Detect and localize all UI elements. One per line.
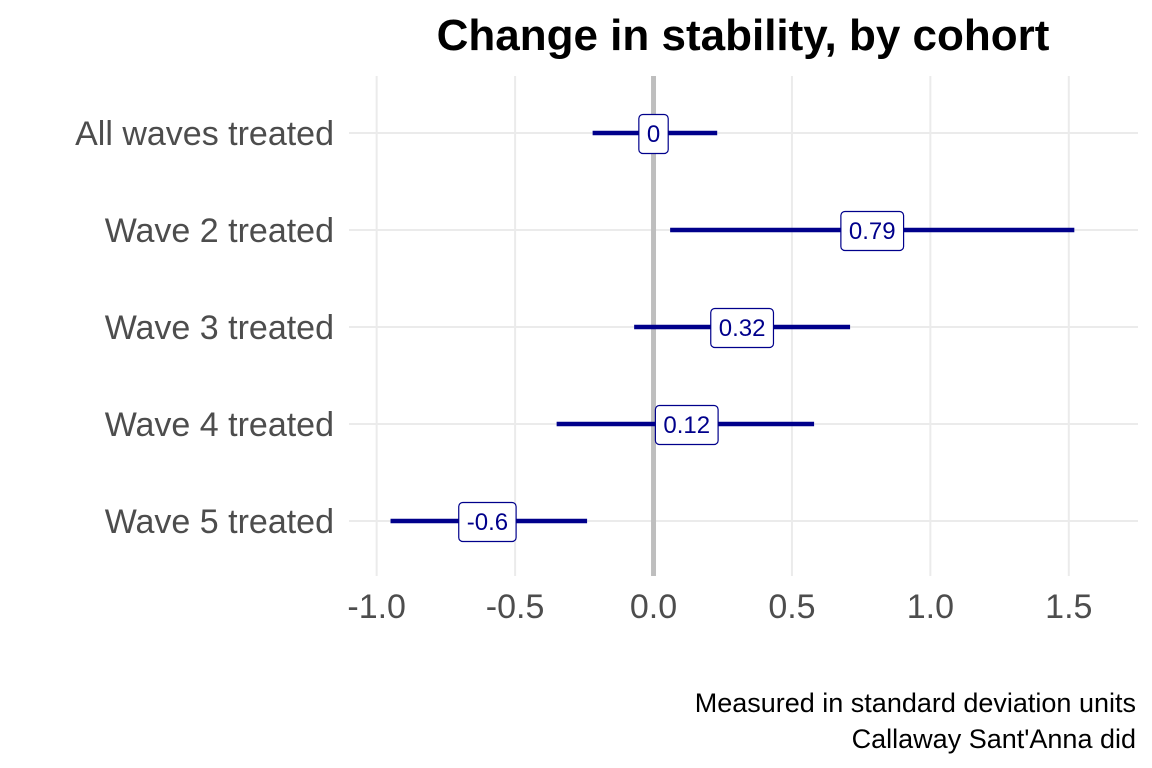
caption-line-2: Callaway Sant'Anna did — [852, 724, 1136, 754]
y-tick-label: Wave 4 treated — [105, 406, 334, 444]
estimate-label-box — [710, 307, 775, 349]
x-tick-label: 1.5 — [1045, 588, 1092, 626]
y-tick-label: Wave 2 treated — [105, 212, 334, 250]
estimate-label-text: 0.79 — [849, 218, 896, 245]
estimate-label: 0.79 — [840, 210, 905, 252]
estimate-label-text: 0.12 — [663, 412, 710, 439]
y-tick-label: Wave 5 treated — [105, 503, 334, 541]
x-tick-labels: -1.0 -0.5 0.0 0.5 1.0 1.5 — [347, 588, 1092, 626]
y-tick-labels: All waves treated Wave 2 treated Wave 3 tr… — [75, 115, 334, 541]
x-tick-label: 0.5 — [768, 588, 815, 626]
estimate-label: 0 — [638, 113, 669, 155]
x-tick-label: 0.0 — [630, 588, 677, 626]
estimate-label-text: -0.6 — [467, 509, 508, 536]
chart-title: Change in stability, by cohort — [437, 11, 1050, 60]
y-tick-label: All waves treated — [75, 115, 334, 153]
x-tick-label: -0.5 — [486, 588, 545, 626]
estimate-label-layer: 0 0.79 0.32 0.12 -0.6 — [458, 113, 905, 543]
estimate-label-text: 0 — [647, 121, 660, 148]
estimate-label: 0.12 — [654, 404, 719, 446]
estimate-label-box — [458, 501, 517, 543]
y-tick-label: Wave 3 treated — [105, 309, 334, 347]
estimate-label-box — [840, 210, 905, 252]
estimate-label: 0.32 — [710, 307, 775, 349]
x-tick-label: -1.0 — [347, 588, 406, 626]
estimate-label-box — [654, 404, 719, 446]
x-tick-label: 1.0 — [907, 588, 954, 626]
caption-line-1: Measured in standard deviation units — [695, 688, 1136, 718]
estimate-label-text: 0.32 — [719, 315, 766, 342]
estimate-label: -0.6 — [458, 501, 517, 543]
estimate-label-box — [638, 113, 669, 155]
